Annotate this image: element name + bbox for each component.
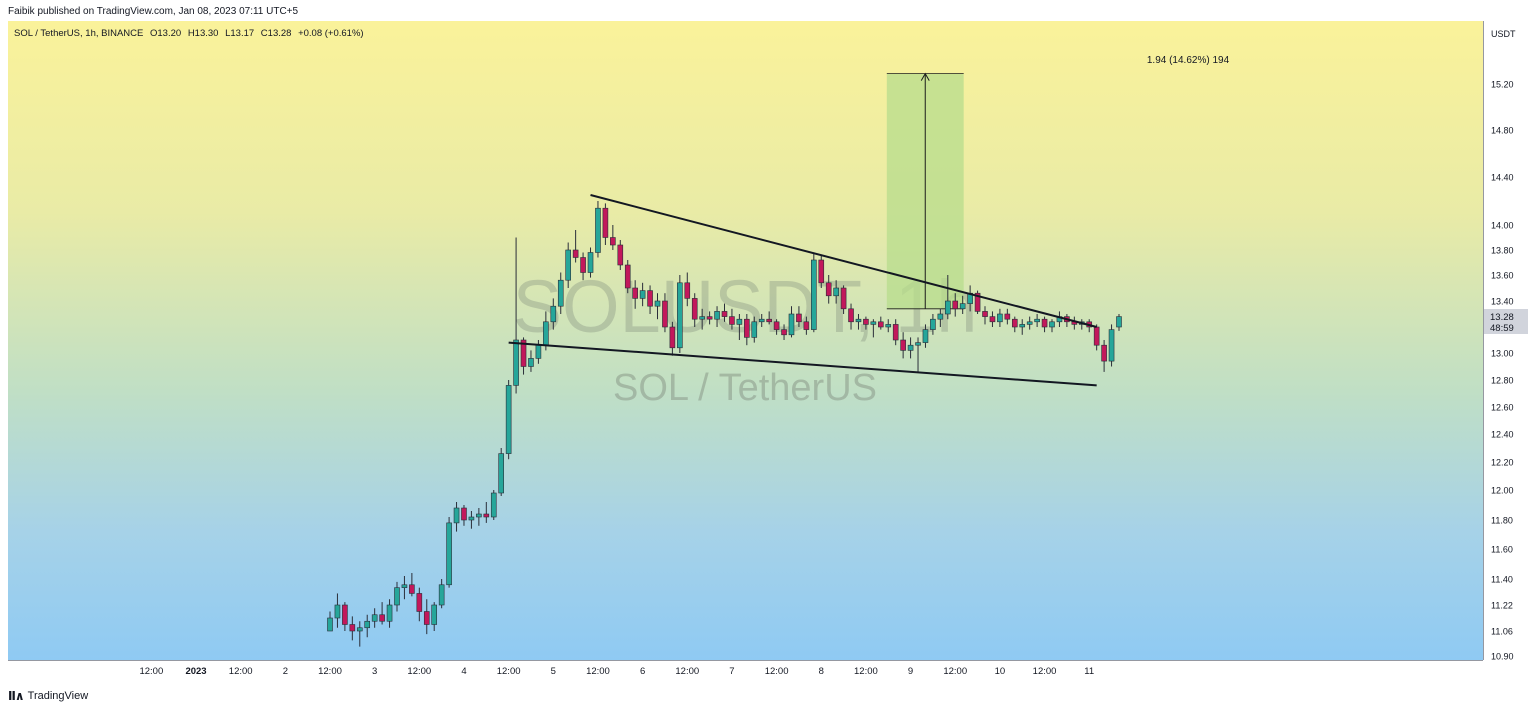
legend-low: L13.17 <box>225 28 255 39</box>
legend-high: H13.30 <box>187 28 219 39</box>
chart-legend: SOL / TetherUS, 1h, BINANCE O13.20 H13.3… <box>14 28 368 39</box>
legend-close: C13.28 <box>260 28 292 39</box>
footer-brand[interactable]: TradingView <box>27 690 89 702</box>
legend-open: O13.20 <box>150 28 182 39</box>
price-axis[interactable] <box>1483 21 1529 660</box>
time-axis[interactable] <box>8 660 1483 683</box>
publish-info: Faibik published on TradingView.com, Jan… <box>8 6 299 17</box>
legend-change: +0.08 (+0.61%) <box>298 28 364 39</box>
tradingview-logo-icon[interactable]: Ⅱ∧ <box>8 689 25 703</box>
legend-symbol: SOL / TetherUS, 1h, BINANCE <box>14 28 144 39</box>
chart-plot-area[interactable] <box>8 21 1483 660</box>
footer: Ⅱ∧ TradingView <box>8 689 88 703</box>
publish-header: Faibik published on TradingView.com, Jan… <box>0 0 1536 20</box>
